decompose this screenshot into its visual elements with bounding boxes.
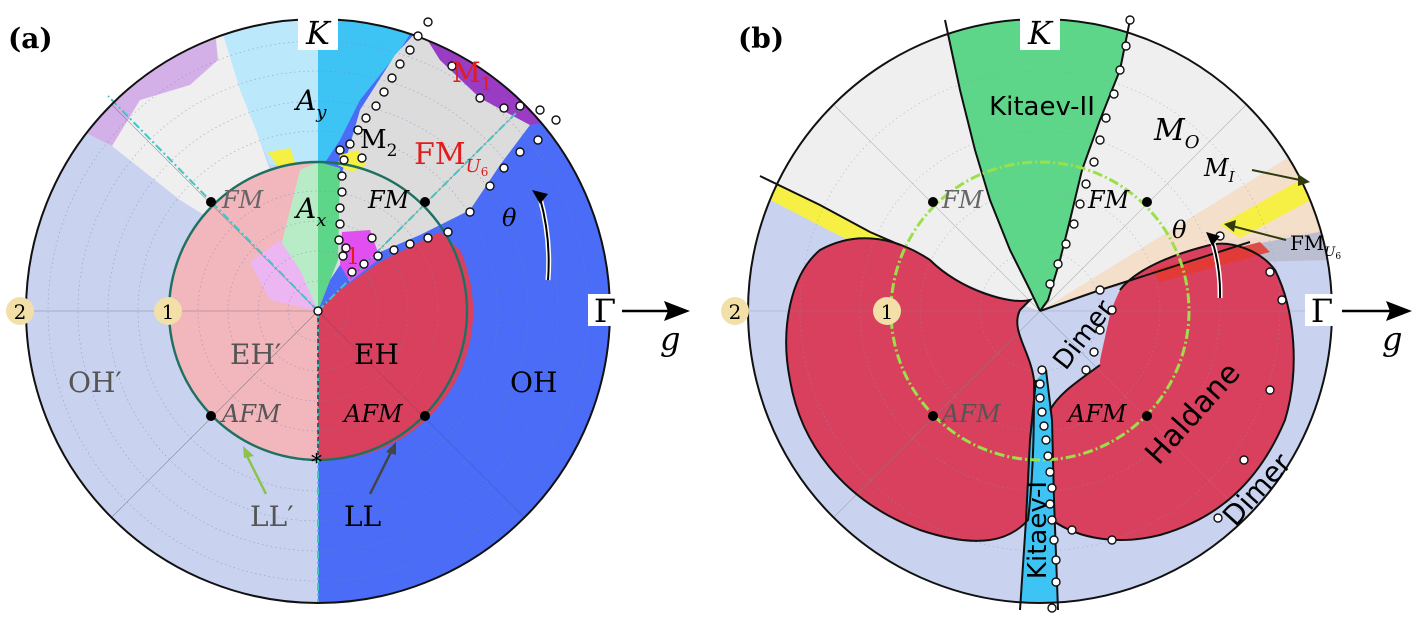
ring-badge-b-1: 1	[873, 297, 901, 325]
eh-prime-label: EH′	[230, 338, 281, 371]
ll-label: LL	[344, 500, 381, 533]
k-b-label-bg	[1020, 14, 1060, 50]
ay-label: Ay	[293, 84, 327, 123]
svg-text:2: 2	[729, 300, 742, 324]
panel-b-theta-arrowhead	[1206, 232, 1220, 246]
m1-label: M1	[452, 56, 492, 95]
panel-a-black-dots	[206, 197, 430, 421]
fmu6-b-label: FMU6	[1290, 231, 1341, 262]
haldane-region	[1050, 243, 1294, 540]
panel-b-label: (b)	[738, 22, 784, 55]
fm-b-right-label: FM	[1087, 186, 1131, 214]
dimer-center-region	[1036, 290, 1115, 405]
panel-b-black-dots	[928, 197, 1152, 421]
kitaev2-label: Kitaev-II	[989, 92, 1095, 122]
afm-right-label: AFM	[342, 400, 404, 428]
panel-a-theta-arrowhead	[532, 190, 548, 204]
panel-a: (a) K Γ g θ 2 1 Ay Ax M1 M2 FMU6 1 FM FM…	[6, 14, 690, 604]
ll-prime-arrow	[244, 453, 268, 495]
afm-b-left-label: AFM	[940, 400, 1002, 428]
ll-prime-label: LL′	[250, 500, 294, 533]
red-stripe	[1150, 242, 1270, 282]
afm-b-right-label: AFM	[1066, 400, 1128, 428]
kitaev1-label: Kitaev-I	[1023, 481, 1053, 579]
crimson-left-region	[786, 238, 1034, 541]
panel-a-theta-arc-inner	[539, 197, 550, 281]
yellow-left-stripe	[752, 176, 900, 254]
star-label: *	[311, 451, 322, 476]
ring-badge-b-2: 2	[721, 297, 749, 325]
panel-a-axis-arrowhead	[664, 301, 690, 321]
theta-b-label: θ	[1172, 216, 1187, 244]
panel-b-inner-circle	[889, 160, 1191, 462]
ring-badge-1: 1	[154, 297, 182, 325]
m2-label: M2	[360, 125, 397, 161]
panel-b: (b) K Γ g θ 2 1 Kitaev-II MO MI FMU6 FM …	[721, 14, 1412, 613]
k-b-label: K	[1027, 14, 1054, 52]
g-b-axis-label: g	[1382, 320, 1402, 358]
g-axis-label: g	[660, 320, 680, 358]
oh-prime-label: OH′	[68, 366, 122, 399]
kitaev1-region	[1020, 370, 1058, 603]
svg-text:1: 1	[881, 300, 894, 324]
mi-peach-stripe	[1040, 150, 1330, 311]
fm-right-label: FM	[367, 186, 411, 214]
ax-label: Ax	[293, 192, 326, 231]
k-label-bg	[298, 14, 338, 50]
gamma-label: Γ	[594, 292, 616, 330]
gamma-label-bg	[588, 294, 622, 326]
fmu6-b-arrow	[1231, 225, 1287, 241]
ll-arrow	[368, 449, 394, 495]
panel-b-outlines	[759, 19, 1295, 611]
ll-prime-arrowhead	[243, 446, 254, 458]
fmu6-label: FMU6	[414, 137, 488, 179]
kitaev2-region	[945, 20, 1130, 311]
fm-b-left-label: FM	[941, 186, 985, 214]
one-label: 1	[346, 245, 360, 270]
theta-label: θ	[502, 204, 517, 232]
panel-b-axis-arrowhead	[1386, 301, 1412, 321]
gamma-b-label: Γ	[1311, 292, 1333, 330]
svg-text:2: 2	[14, 300, 27, 324]
svg-text:1: 1	[162, 300, 175, 324]
green-ax-strip	[318, 162, 340, 311]
yellow-right-stripe	[1220, 175, 1320, 238]
ll-arrowhead	[386, 442, 396, 455]
mi-arrowhead	[1298, 174, 1310, 186]
ay-region	[218, 19, 318, 165]
fmu6-b-arrowhead	[1224, 220, 1236, 232]
oh-label: OH	[510, 366, 557, 399]
panel-b-boundary-dots	[1035, 15, 1287, 613]
panel-a-boundary-dots	[313, 17, 561, 316]
afm-left-label: AFM	[220, 400, 282, 428]
mo-label: MO	[1153, 113, 1200, 153]
eh-label: EH	[354, 338, 399, 371]
lavender-region	[80, 30, 218, 146]
fm-left-label: FM	[221, 186, 265, 214]
panel-a-label: (a)	[8, 22, 53, 55]
mi-label: MI	[1203, 154, 1236, 186]
mi-arrow	[1251, 169, 1301, 181]
k-label: K	[305, 14, 332, 52]
ax-region	[280, 162, 318, 311]
gamma-b-label-bg	[1305, 294, 1339, 326]
ring-badge-2: 2	[6, 297, 34, 325]
